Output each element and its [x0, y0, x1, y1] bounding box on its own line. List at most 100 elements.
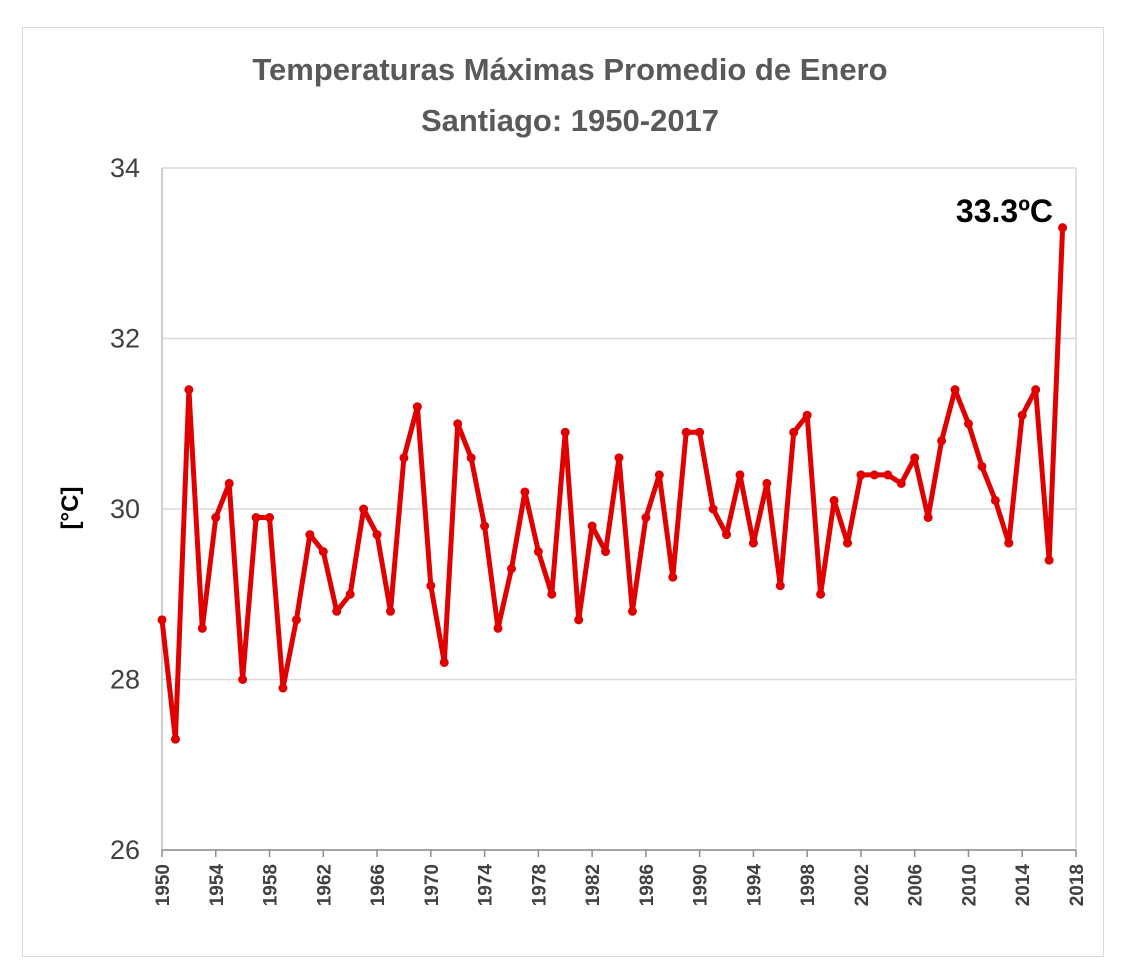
- data-point: [439, 657, 449, 667]
- data-point: [359, 504, 369, 514]
- x-tick-label: 1994: [744, 864, 765, 907]
- x-tick-labels: 1950 1954 1958 1962 1966 1970 1974 1978 1982 1986…: [153, 864, 1088, 907]
- data-point: [856, 470, 866, 480]
- data-point: [426, 581, 436, 591]
- data-point: [923, 513, 933, 523]
- y-tick-label: 28: [110, 665, 140, 695]
- data-point: [453, 419, 463, 429]
- data-point: [345, 589, 355, 599]
- data-point: [318, 547, 328, 557]
- data-point: [291, 615, 301, 625]
- data-point: [883, 470, 893, 480]
- x-tick-label: 2014: [1013, 864, 1034, 907]
- data-point: [520, 487, 530, 497]
- data-point: [587, 521, 597, 531]
- data-point: [197, 623, 207, 633]
- data-point: [695, 427, 705, 437]
- y-tick-label: 30: [110, 494, 140, 524]
- data-point: [802, 410, 812, 420]
- x-tick-label: 2002: [852, 864, 873, 906]
- data-point: [748, 538, 758, 548]
- data-point: [184, 385, 194, 395]
- x-tick-label: 1950: [153, 864, 174, 906]
- data-point: [1017, 410, 1027, 420]
- data-point: [278, 683, 288, 693]
- x-tick-label: 1954: [207, 864, 228, 907]
- data-point: [412, 402, 422, 412]
- data-point: [1031, 385, 1041, 395]
- data-point: [1004, 538, 1014, 548]
- data-point: [305, 530, 315, 540]
- x-tick-label: 1982: [583, 864, 604, 906]
- x-tick-label: 2006: [906, 864, 927, 906]
- data-point: [574, 615, 584, 625]
- max-annotation: 33.3ºC: [956, 193, 1053, 229]
- data-point: [251, 513, 261, 523]
- data-point: [506, 564, 516, 574]
- x-tick-label: 1986: [637, 864, 658, 906]
- series-line: [159, 227, 1066, 742]
- data-point: [224, 478, 234, 488]
- x-tick-label: 2010: [959, 864, 980, 906]
- chart-title: Temperaturas Máximas Promedio de Enero: [252, 52, 888, 87]
- data-point: [641, 513, 651, 523]
- data-point: [816, 589, 826, 599]
- x-tick-label: 1970: [422, 864, 443, 906]
- data-point: [775, 581, 785, 591]
- data-point: [332, 606, 342, 616]
- data-point: [157, 615, 167, 625]
- x-tick-label: 1966: [368, 864, 389, 906]
- data-point: [843, 538, 852, 548]
- data-point: [708, 504, 718, 514]
- axes: [161, 168, 1077, 857]
- data-point: [466, 453, 476, 463]
- x-tick-label: 1998: [798, 864, 819, 906]
- data-point: [627, 606, 637, 616]
- x-tick-label: 1990: [691, 864, 712, 906]
- data-point: [480, 521, 490, 531]
- data-point: [789, 427, 799, 437]
- data-point: [910, 453, 920, 463]
- data-point: [386, 606, 395, 616]
- y-tick-label: 34: [110, 153, 140, 183]
- data-point: [762, 478, 772, 488]
- data-point: [238, 675, 248, 684]
- data-point: [601, 547, 611, 557]
- data-point: [547, 589, 557, 599]
- data-point: [654, 470, 664, 480]
- x-tick-label: 1958: [261, 864, 282, 906]
- data-point: [977, 461, 987, 471]
- data-point: [493, 623, 503, 633]
- data-point: [1044, 555, 1054, 565]
- data-point: [533, 547, 543, 557]
- data-point: [896, 478, 906, 488]
- y-tick-label: 26: [110, 835, 140, 865]
- gridlines: [162, 167, 1076, 851]
- x-tick-label: 1974: [476, 864, 497, 907]
- data-point: [937, 436, 947, 446]
- data-point: [990, 495, 1000, 505]
- chart-subtitle: Santiago: 1950-2017: [420, 103, 720, 138]
- data-point: [735, 470, 745, 480]
- data-point: [1058, 223, 1068, 233]
- data-point: [399, 453, 409, 463]
- data-point: [170, 734, 180, 744]
- data-point: [829, 495, 839, 505]
- data-point: [372, 530, 382, 540]
- data-point: [668, 572, 678, 582]
- data-point: [681, 427, 691, 437]
- series-points: [157, 223, 1068, 744]
- data-point: [211, 513, 221, 523]
- x-tick-label: 2018: [1067, 864, 1088, 906]
- x-tick-label: 1962: [314, 864, 335, 906]
- temperature-line: [159, 227, 1066, 742]
- data-point: [265, 513, 275, 523]
- data-point: [869, 470, 879, 480]
- y-tick-label: 32: [110, 324, 140, 354]
- data-point: [614, 453, 624, 463]
- y-tick-labels: 26 28 30 32 34: [110, 153, 140, 865]
- data-point: [722, 530, 732, 540]
- x-tick-label: 1978: [529, 864, 550, 906]
- data-point: [560, 427, 570, 437]
